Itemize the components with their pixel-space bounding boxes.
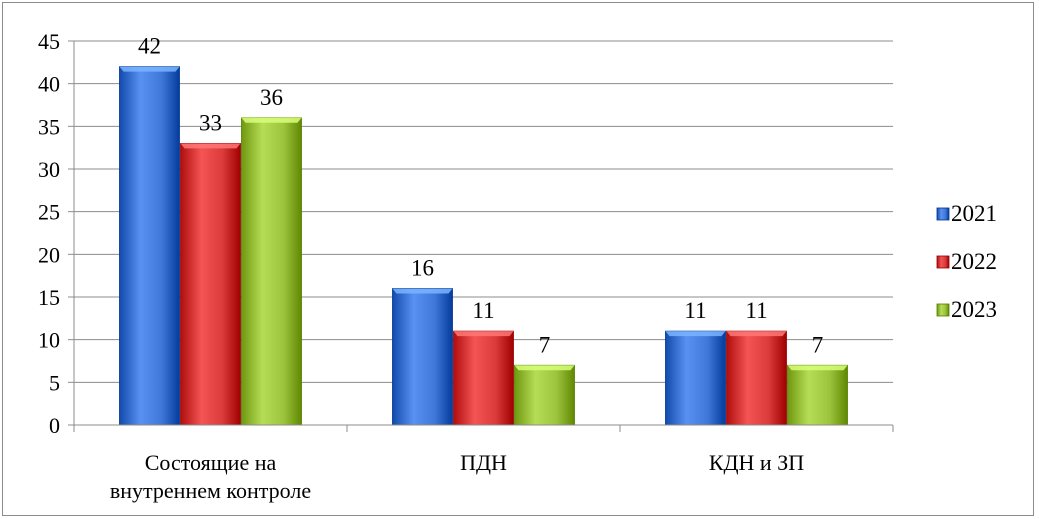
y-tick-label: 15	[38, 285, 60, 310]
data-label-2023-0: 36	[260, 85, 283, 110]
bar-bevel	[241, 117, 302, 123]
y-tick-label: 45	[38, 29, 60, 54]
bar-2022-0	[180, 142, 241, 426]
bar-2023-1	[514, 364, 575, 426]
data-label-2022-2: 11	[745, 298, 767, 323]
legend-swatch-2023	[936, 303, 950, 317]
legend-label-2021: 2021	[951, 201, 997, 226]
bar-2023-0	[241, 117, 302, 426]
legend-label-2023: 2023	[951, 297, 997, 322]
bar-2023-2	[787, 364, 848, 426]
bar-bevel	[787, 365, 848, 371]
y-tick-label: 30	[38, 157, 60, 182]
y-tick-label: 40	[38, 72, 60, 97]
bar-2021-1	[392, 288, 453, 426]
y-tick-label: 0	[49, 413, 60, 438]
x-category-label: Состоящие на	[145, 450, 277, 475]
x-category-label: ПДН	[460, 450, 507, 475]
data-label-2022-1: 11	[472, 298, 494, 323]
bar-bevel	[119, 66, 180, 72]
y-tick-label: 20	[38, 242, 60, 267]
y-tick-label: 25	[38, 200, 60, 225]
bar-2022-2	[726, 330, 787, 426]
bar-2021-0	[119, 66, 180, 426]
y-tick-label: 5	[49, 370, 60, 395]
legend-label-2022: 2022	[951, 249, 997, 274]
bar-2021-2	[665, 330, 726, 426]
bar-2022-1	[453, 330, 514, 426]
bar-bevel	[726, 331, 787, 337]
data-label-2021-0: 42	[138, 34, 161, 59]
data-label-2023-1: 7	[539, 332, 551, 357]
bar-bevel	[453, 331, 514, 337]
legend-swatch-2021	[936, 207, 950, 221]
bar-bevel	[514, 365, 575, 371]
data-label-2021-1: 16	[411, 255, 434, 280]
bar-bevel	[392, 288, 453, 294]
x-category-label: КДН и ЗП	[709, 450, 804, 475]
bar-bevel	[665, 331, 726, 337]
data-label-2023-2: 7	[812, 332, 824, 357]
data-label-2022-0: 33	[199, 110, 222, 135]
data-label-2021-2: 11	[684, 298, 706, 323]
legend-swatch-2022	[936, 255, 950, 269]
x-category-label: внутреннем контроле	[110, 478, 311, 503]
y-tick-label: 10	[38, 328, 60, 353]
bar-bevel	[180, 143, 241, 149]
y-tick-label: 35	[38, 114, 60, 139]
